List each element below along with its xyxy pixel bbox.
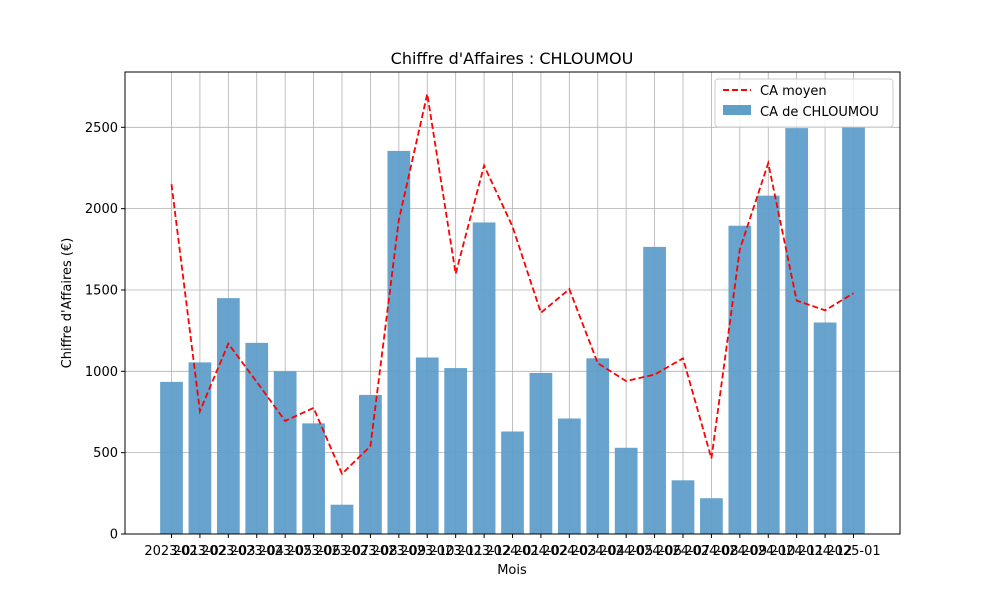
y-axis-label: Chiffre d'Affaires (€) (60, 238, 75, 369)
bar (302, 423, 325, 534)
legend: CA moyen CA de CHLOUMOU (714, 78, 894, 128)
bar (330, 504, 354, 534)
bar (160, 381, 183, 534)
bar (216, 298, 240, 534)
bar (188, 362, 212, 534)
y-axis: 0 500 1000 1500 2000 2500 (85, 121, 125, 543)
bar (273, 371, 297, 534)
x-tick-label: 2023-03 (201, 544, 255, 559)
x-tick-label: 2023-10 (400, 544, 454, 559)
x-tick-label: 2023-08 (343, 544, 397, 559)
x-tick-label: 2023-12 (457, 544, 511, 559)
legend-label-line: CA moyen (760, 84, 827, 99)
x-tick-label: 2023-11 (429, 544, 483, 559)
x-tick-label: 2024-07 (656, 544, 710, 559)
x-tick-label: 2025-01 (826, 544, 880, 559)
x-tick-label: 2024-02 (514, 544, 568, 559)
x-tick-label: 2023-05 (258, 544, 312, 559)
bar (813, 322, 837, 534)
bar (501, 431, 524, 534)
x-axis: 2023-012023-022023-032023-042023-052023-… (144, 534, 881, 559)
x-tick-label: 2024-12 (798, 544, 852, 559)
bar (387, 150, 411, 534)
line-series-ca-moyen (170, 93, 854, 476)
bar (359, 394, 382, 534)
x-tick-label: 2024-03 (542, 544, 596, 559)
x-tick-label: 2024-08 (684, 544, 738, 559)
legend-label-bar: CA de CHLOUMOU (760, 105, 879, 120)
x-tick-label: 2023-04 (230, 544, 284, 559)
x-tick-label: 2024-11 (770, 544, 824, 559)
y-tick-label: 1000 (85, 365, 118, 380)
bar (586, 358, 610, 534)
bar (472, 222, 496, 535)
x-tick-label: 2023-09 (372, 544, 426, 559)
bars (160, 127, 865, 535)
bar (614, 447, 638, 534)
x-tick-label: 2024-09 (713, 544, 767, 559)
legend-swatch-bar (723, 105, 751, 115)
y-tick-label: 1500 (85, 283, 118, 298)
y-tick-label: 500 (93, 446, 118, 461)
bar (245, 342, 269, 534)
bar (444, 368, 468, 534)
bar (643, 246, 666, 534)
bar (700, 498, 723, 534)
bar (842, 127, 865, 534)
legend-box (714, 78, 894, 128)
x-tick-label: 2024-04 (571, 544, 625, 559)
bar (671, 480, 695, 534)
y-tick-label: 0 (110, 528, 118, 543)
bar (529, 372, 553, 534)
x-tick-label: 2024-01 (485, 544, 539, 559)
x-axis-label: Mois (497, 563, 527, 578)
x-tick-label: 2024-10 (741, 544, 795, 559)
bar (415, 357, 439, 534)
x-tick-label: 2023-07 (315, 544, 369, 559)
x-tick-label: 2023-06 (286, 544, 340, 559)
x-tick-label: 2023-01 (144, 544, 198, 559)
y-tick-label: 2500 (85, 121, 118, 136)
chart-title: Chiffre d'Affaires : CHLOUMOU (391, 49, 634, 68)
x-tick-label: 2024-05 (599, 544, 653, 559)
bar (557, 418, 581, 534)
lines (170, 93, 854, 476)
x-tick-label: 2023-02 (173, 544, 227, 559)
bar (756, 195, 780, 535)
bar (728, 225, 752, 534)
y-tick-label: 2000 (85, 202, 118, 217)
bar (785, 128, 809, 535)
x-tick-label: 2024-06 (627, 544, 681, 559)
